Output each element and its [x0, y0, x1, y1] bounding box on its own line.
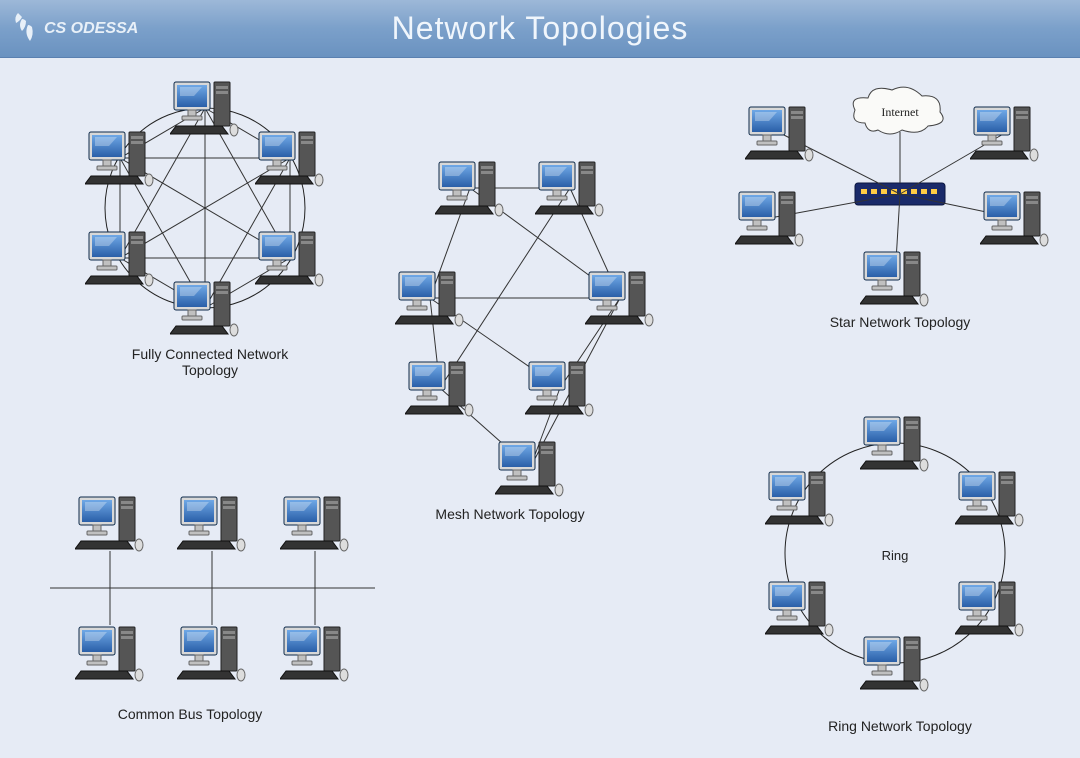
computer-node	[735, 188, 805, 248]
header-bar: CS ODESSA Network Topologies	[0, 0, 1080, 58]
diagram-caption: Star Network Topology	[790, 314, 1010, 330]
brand-text: CS ODESSA	[44, 20, 138, 38]
computer-node	[860, 248, 930, 308]
page-title: Network Topologies	[392, 10, 689, 47]
computer-node	[405, 358, 475, 418]
computer-node	[955, 468, 1025, 528]
computer-node	[75, 623, 145, 683]
diagram-caption: Ring	[865, 548, 925, 563]
svg-text:Internet: Internet	[881, 105, 919, 119]
computer-node	[435, 158, 505, 218]
computer-node	[255, 228, 325, 288]
computer-node	[75, 493, 145, 553]
computer-node	[177, 493, 247, 553]
computer-node	[860, 633, 930, 693]
computer-node	[85, 128, 155, 188]
computer-node	[177, 623, 247, 683]
computer-node	[955, 578, 1025, 638]
computer-node	[585, 268, 655, 328]
computer-node	[280, 623, 350, 683]
diagram-canvas: Internet	[0, 58, 1080, 758]
logo-icon	[12, 11, 40, 47]
computer-node	[280, 493, 350, 553]
diagram-caption: Ring Network Topology	[790, 718, 1010, 734]
diagram-caption: Fully Connected Network Topology	[110, 346, 310, 378]
computer-node	[525, 358, 595, 418]
computer-node	[395, 268, 465, 328]
computer-node	[980, 188, 1050, 248]
computer-node	[860, 413, 930, 473]
computer-node	[745, 103, 815, 163]
computer-node	[170, 78, 240, 138]
internet-cloud: Internet	[853, 87, 943, 134]
computer-node	[765, 468, 835, 528]
computer-node	[85, 228, 155, 288]
computer-node	[970, 103, 1040, 163]
computer-node	[255, 128, 325, 188]
diagram-caption: Common Bus Topology	[90, 706, 290, 722]
computer-node	[765, 578, 835, 638]
brand-logo: CS ODESSA	[12, 11, 138, 47]
computer-node	[495, 438, 565, 498]
computer-node	[535, 158, 605, 218]
diagram-caption: Mesh Network Topology	[400, 506, 620, 522]
computer-node	[170, 278, 240, 338]
